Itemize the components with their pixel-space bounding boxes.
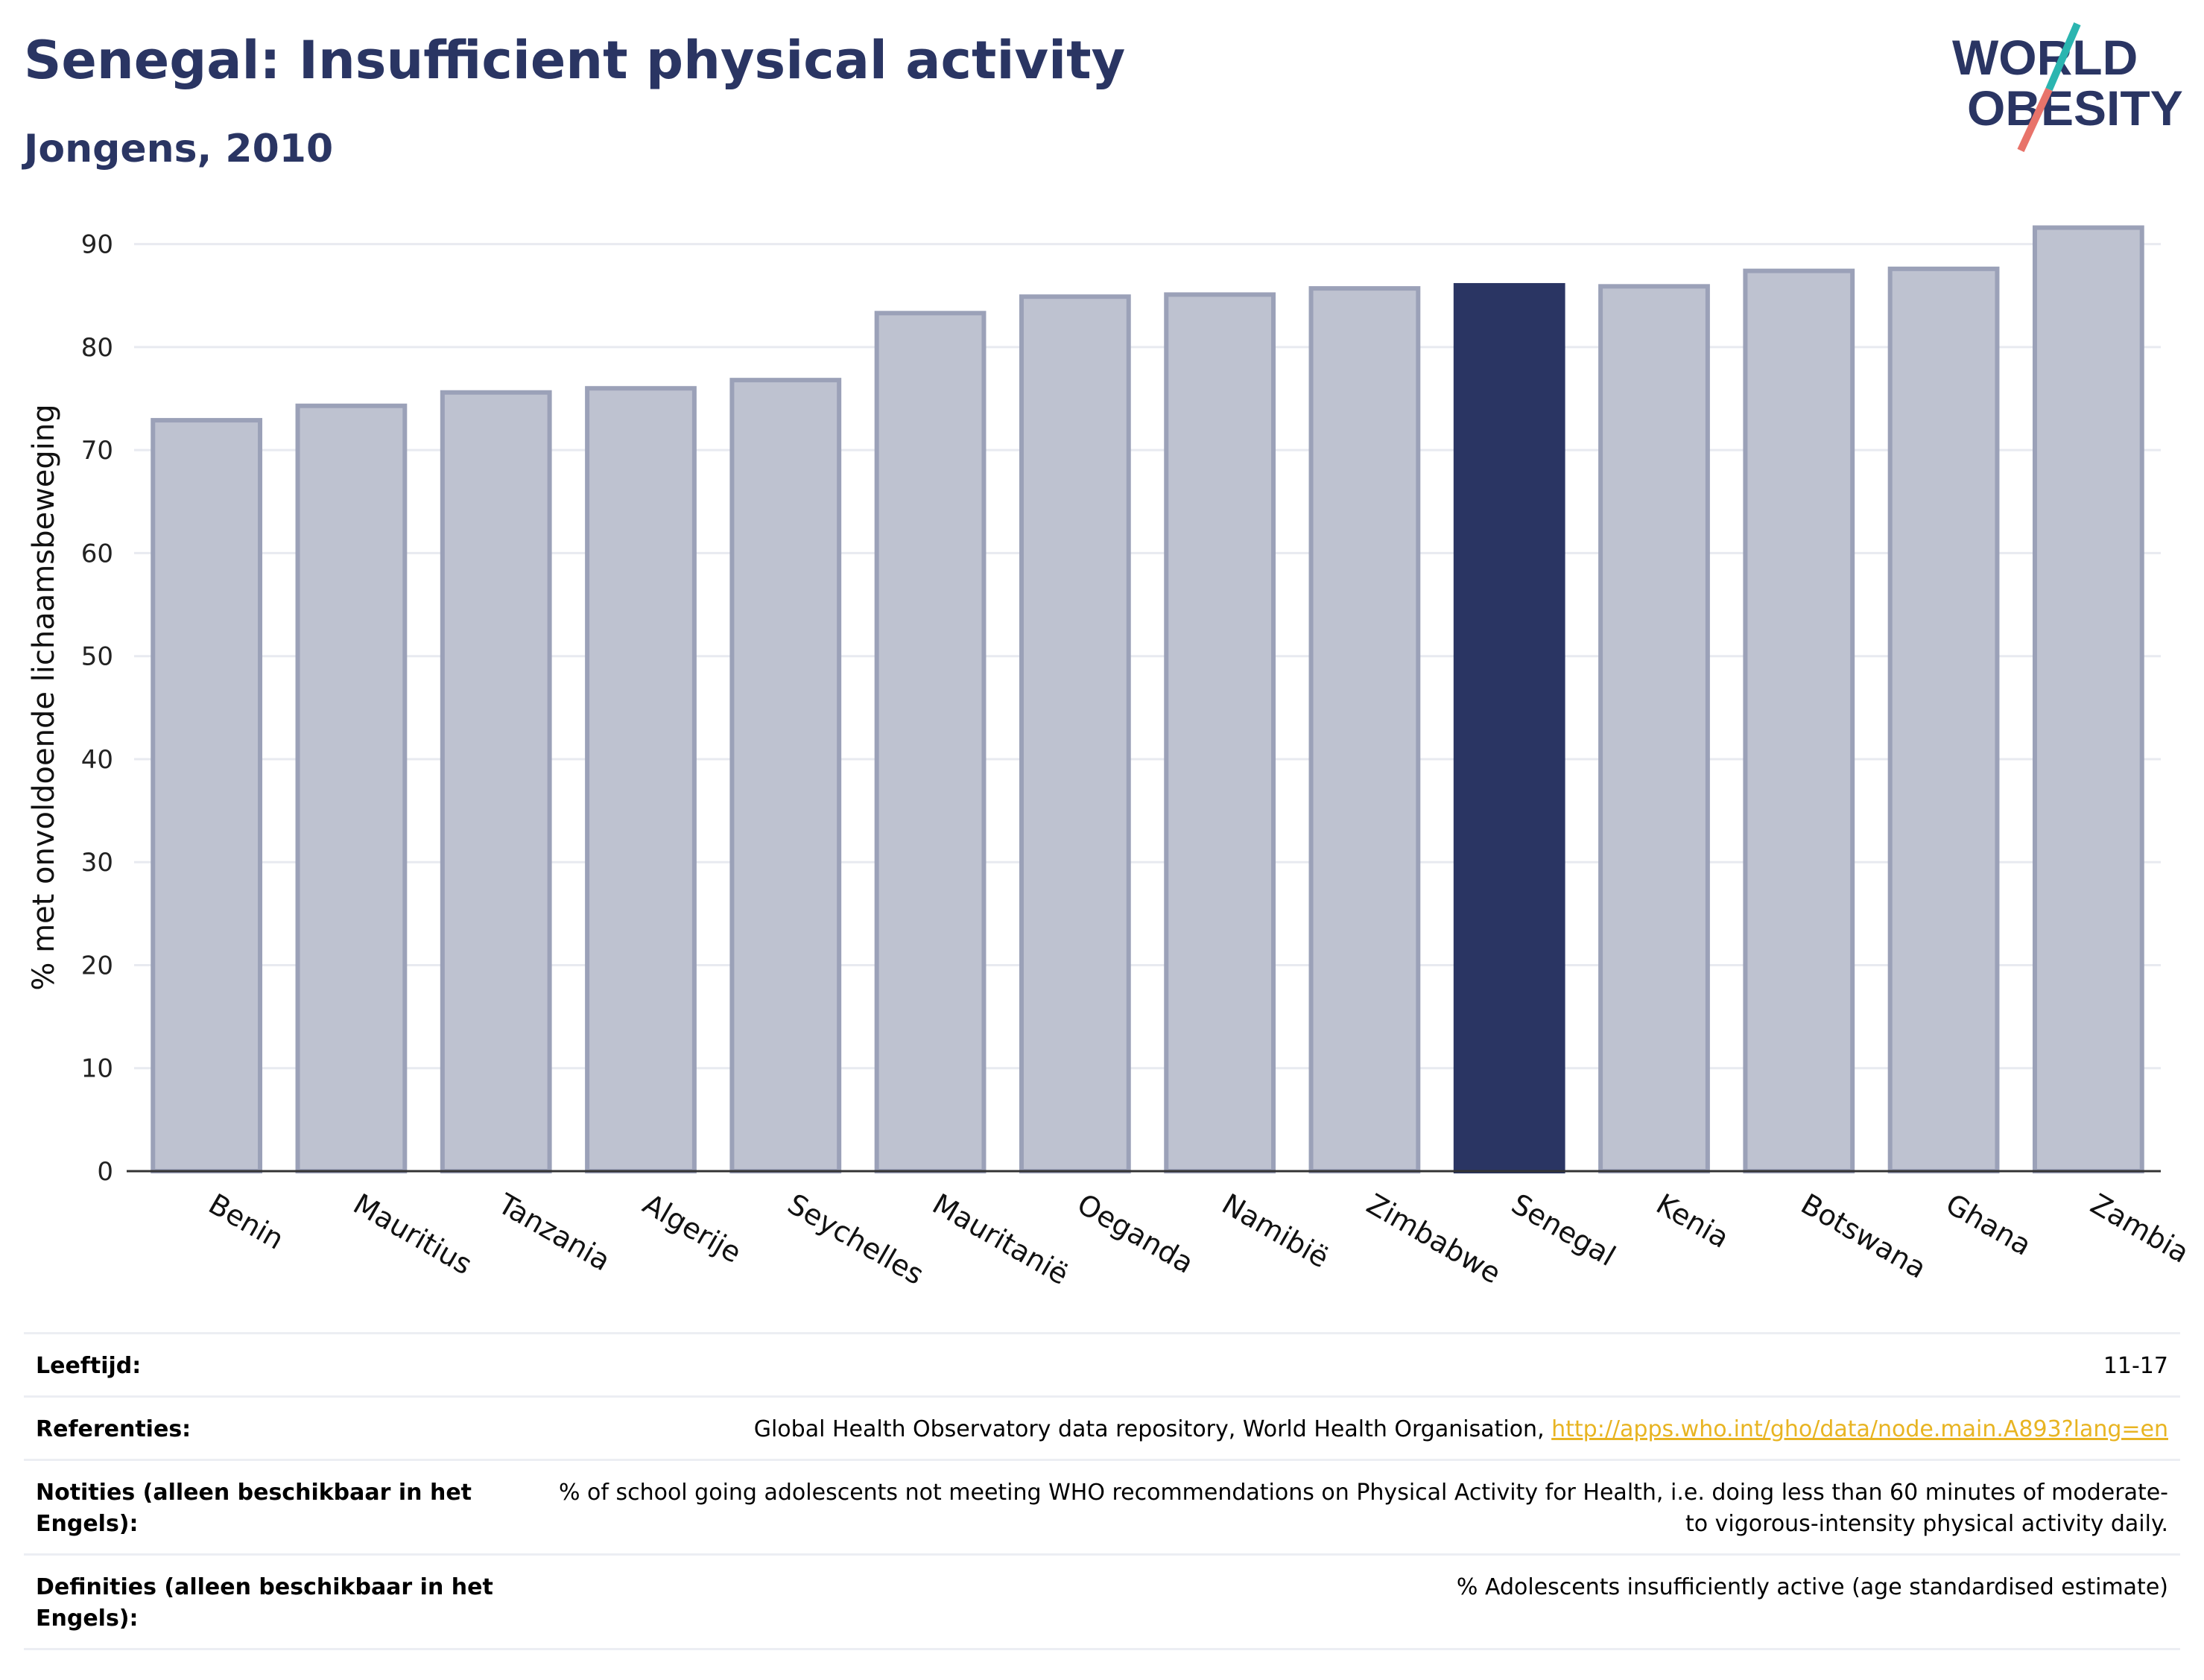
info-value: % Adolescents insufficiently active (age… xyxy=(1456,1574,2168,1600)
y-tick-label: 90 xyxy=(81,230,113,260)
info-value-references: Global Health Observatory data repositor… xyxy=(513,1414,2168,1445)
y-tick-label: 40 xyxy=(81,745,113,775)
world-obesity-logo[interactable]: WORLD OBESITY xyxy=(1937,22,2191,164)
info-label: Notities (alleen beschikbaar in het Enge… xyxy=(36,1480,472,1537)
bar-mauritanië[interactable] xyxy=(874,311,987,1173)
bar-chart: 0 10 20 30 40 50 60 70 80 90 Benin Mauritius Tanzani… xyxy=(27,225,2194,1291)
y-axis-label: % met onvoldoende lichaamsbeweging xyxy=(27,404,61,990)
info-label: Referenties: xyxy=(36,1416,191,1442)
logo-slash-teal xyxy=(2045,22,2081,91)
x-tick-label: Mauritanië xyxy=(927,1188,1074,1291)
info-value: 11-17 xyxy=(2103,1353,2168,1379)
x-tick-label: Mauritius xyxy=(348,1188,478,1281)
info-row-definitions: Definities (alleen beschikbaar in het En… xyxy=(24,1553,2180,1650)
x-tick-label: Tanzania xyxy=(492,1187,615,1277)
y-tick-label: 20 xyxy=(81,951,113,980)
chart-subtitle: Jongens, 2010 xyxy=(24,127,334,171)
bar-kenia[interactable] xyxy=(1598,284,1710,1174)
y-tick-label: 30 xyxy=(81,848,113,878)
reference-text: Global Health Observatory data repositor… xyxy=(753,1416,1552,1442)
bar-tanzania[interactable] xyxy=(440,390,552,1174)
chart-title: Senegal: Insufficient physical activity xyxy=(24,30,1126,91)
info-row-age: Leeftijd: 11-17 xyxy=(24,1332,2180,1395)
x-tick-label: Algerije xyxy=(638,1188,747,1269)
logo-slash-red xyxy=(2017,87,2053,153)
x-tick-label: Seychelles xyxy=(782,1188,929,1291)
x-tick-label: Kenia xyxy=(1651,1188,1735,1255)
bar-zimbabwe[interactable] xyxy=(1308,286,1421,1173)
bar-zambia[interactable] xyxy=(2032,225,2144,1174)
bar-ghana[interactable] xyxy=(1887,266,2000,1173)
x-tick-label: Zambia xyxy=(2085,1188,2194,1269)
logo-line1: WORLD xyxy=(1952,30,2138,85)
x-tick-label: Senegal xyxy=(1506,1188,1621,1273)
bars xyxy=(151,225,2144,1174)
y-tick-label: 50 xyxy=(81,642,113,672)
y-tick-label: 10 xyxy=(81,1054,113,1084)
bar-botswana[interactable] xyxy=(1743,268,1855,1174)
grid-lines xyxy=(134,243,2161,1070)
info-row-notes: Notities (alleen beschikbaar in het Enge… xyxy=(24,1459,2180,1553)
x-tick-label: Botswana xyxy=(1796,1188,1932,1285)
bar-senegal[interactable] xyxy=(1453,282,1565,1173)
y-tick-label: 0 xyxy=(97,1157,113,1187)
bar-mauritius[interactable] xyxy=(295,403,408,1174)
x-tick-label: Benin xyxy=(203,1188,290,1256)
y-tick-label: 70 xyxy=(81,436,113,466)
x-tick-label: Zimbabwe xyxy=(1361,1188,1507,1290)
reference-link[interactable]: http://apps.who.int/gho/data/node.main.A… xyxy=(1551,1416,2168,1442)
x-tick-label: Ghana xyxy=(1940,1188,2037,1262)
bar-seychelles[interactable] xyxy=(729,378,842,1174)
info-label: Definities (alleen beschikbaar in het En… xyxy=(36,1574,493,1632)
info-table: Leeftijd: 11-17 Referenties: Global Heal… xyxy=(24,1332,2180,1650)
info-label: Leeftijd: xyxy=(36,1353,142,1379)
y-tick-label: 80 xyxy=(81,333,113,363)
bar-algerije[interactable] xyxy=(585,386,697,1173)
y-tick-label: 60 xyxy=(81,539,113,568)
x-tick-label: Namibië xyxy=(1217,1188,1334,1275)
info-row-references: Referenties: Global Health Observatory d… xyxy=(24,1395,2180,1459)
info-value: % of school going adolescents not meetin… xyxy=(558,1480,2168,1537)
bar-oeganda[interactable] xyxy=(1019,294,1131,1174)
x-tick-label: Oeganda xyxy=(1071,1188,1199,1280)
bar-benin[interactable] xyxy=(151,418,263,1173)
bar-namibië[interactable] xyxy=(1164,292,1276,1173)
logo-line2: OBESITY xyxy=(1967,80,2183,136)
